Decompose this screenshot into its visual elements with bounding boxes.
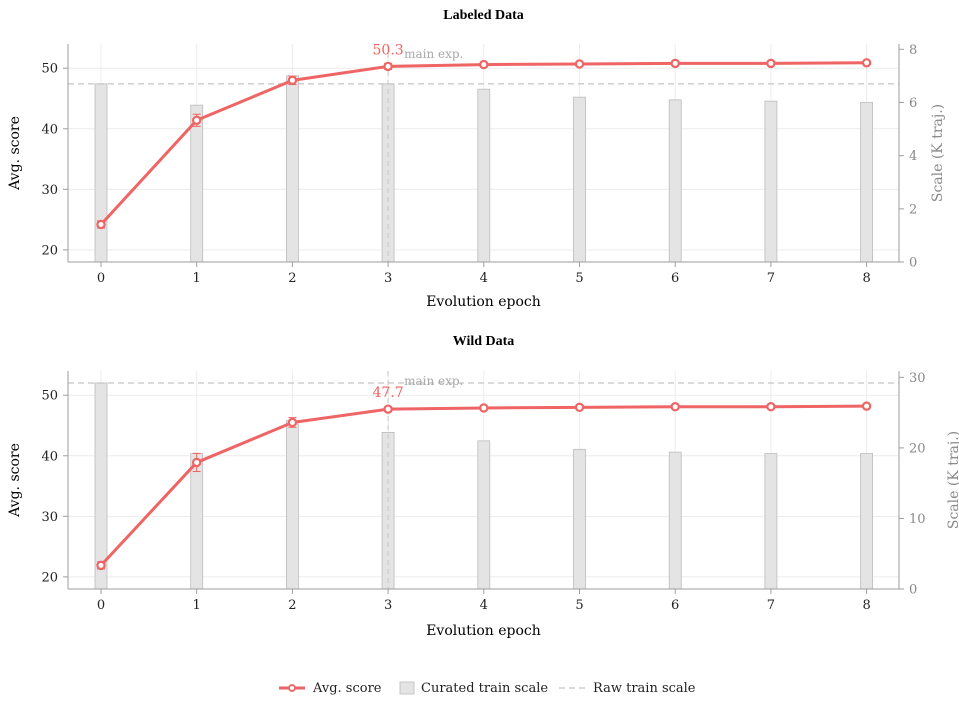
y-right-tick-label: 10 bbox=[909, 512, 926, 527]
legend: Avg. score Curated train scale Raw train s… bbox=[279, 681, 696, 696]
bar-curated-train-scale bbox=[285, 75, 299, 263]
bar-curated-train-scale bbox=[190, 453, 204, 590]
y-tick-label: 40 bbox=[41, 449, 58, 464]
bar-curated-train-scale bbox=[860, 102, 873, 263]
x-tick-label: 6 bbox=[671, 271, 679, 286]
x-axis-label: Evolution epoch bbox=[426, 294, 541, 310]
avg-score-point bbox=[861, 401, 872, 411]
bar-curated-train-scale bbox=[764, 100, 778, 263]
avg-score-point bbox=[574, 59, 585, 69]
x-tick-label: 4 bbox=[480, 271, 488, 286]
avg-score-point bbox=[287, 417, 298, 428]
x-tick-label: 8 bbox=[862, 271, 870, 286]
legend-swatch-marker bbox=[288, 684, 296, 692]
y-axis-right-label: Scale (K traj.) bbox=[930, 104, 946, 202]
avg-score-point bbox=[766, 58, 776, 69]
legend-swatch-bar bbox=[399, 681, 415, 695]
legend-label: Curated train scale bbox=[421, 681, 548, 696]
bar-curated-train-scale bbox=[764, 453, 778, 590]
x-tick-label: 0 bbox=[97, 271, 105, 286]
x-tick-label: 6 bbox=[671, 598, 679, 613]
y-tick-label: 40 bbox=[41, 122, 58, 137]
bar-curated-train-scale bbox=[285, 419, 299, 590]
avg-score-point bbox=[574, 402, 585, 413]
avg-score-point bbox=[861, 58, 872, 68]
avg-score-point bbox=[383, 61, 393, 72]
avg-score-point bbox=[383, 404, 393, 414]
x-tick-label: 1 bbox=[193, 598, 201, 613]
bar-curated-train-scale bbox=[573, 96, 586, 263]
x-tick-label: 3 bbox=[384, 271, 392, 286]
avg-score-point bbox=[191, 457, 202, 468]
y-right-tick-label: 6 bbox=[909, 96, 917, 111]
peak-value-label: 50.3 bbox=[373, 42, 404, 58]
x-tick-label: 2 bbox=[288, 271, 296, 286]
bar-curated-train-scale bbox=[573, 448, 586, 590]
main-exp-label: main exp. bbox=[404, 374, 463, 388]
x-tick-label: 3 bbox=[384, 598, 392, 613]
y-axis-label: Avg. score bbox=[7, 116, 23, 191]
bar-curated-train-scale bbox=[94, 382, 108, 590]
bar-curated-train-scale bbox=[860, 453, 873, 590]
y-right-tick-label: 20 bbox=[909, 441, 926, 456]
avg-score-point bbox=[670, 58, 680, 69]
chart-panel-2: Wild Data 20 30 40 50 0 10 20 30 0 1 2 3 4 5 6 7 8 Evoluti… bbox=[7, 334, 959, 639]
x-tick-label: 2 bbox=[288, 598, 296, 613]
avg-score-point bbox=[479, 403, 489, 413]
y-right-tick-label: 8 bbox=[909, 43, 917, 58]
avg-score-point bbox=[287, 75, 298, 86]
y-tick-label: 30 bbox=[41, 183, 58, 198]
legend-label: Raw train scale bbox=[593, 681, 696, 696]
x-tick-label: 0 bbox=[97, 598, 105, 613]
x-tick-label: 7 bbox=[767, 271, 775, 286]
avg-score-point bbox=[96, 219, 106, 230]
avg-score-point bbox=[670, 402, 680, 412]
y-axis-label: Avg. score bbox=[7, 443, 23, 518]
x-tick-label: 5 bbox=[575, 598, 583, 613]
x-tick-label: 8 bbox=[862, 598, 870, 613]
y-tick-label: 50 bbox=[41, 62, 58, 77]
main-exp-label: main exp. bbox=[404, 47, 463, 61]
peak-value-label: 47.7 bbox=[373, 385, 404, 401]
y-tick-label: 50 bbox=[41, 389, 58, 404]
bar-curated-train-scale bbox=[190, 104, 204, 263]
bar-curated-train-scale bbox=[668, 99, 682, 263]
x-tick-label: 5 bbox=[575, 271, 583, 286]
avg-score-point bbox=[479, 59, 489, 70]
x-axis-label: Evolution epoch bbox=[426, 623, 541, 639]
bar-curated-train-scale bbox=[94, 83, 108, 263]
y-tick-label: 30 bbox=[41, 510, 58, 525]
y-right-tick-label: 4 bbox=[909, 149, 917, 164]
y-tick-label: 20 bbox=[41, 570, 58, 585]
chart-panel-1: Labeled Data 20 30 40 50 0 2 4 6 8 0 1 2 3 4 5 6 7 8 Evolut… bbox=[7, 8, 946, 310]
bar-curated-train-scale bbox=[477, 440, 491, 590]
x-tick-label: 1 bbox=[193, 271, 201, 286]
y-right-tick-label: 2 bbox=[909, 202, 917, 217]
avg-score-point bbox=[191, 115, 202, 126]
y-right-tick-label: 30 bbox=[909, 371, 926, 386]
x-tick-label: 4 bbox=[480, 598, 488, 613]
y-axis-right-label: Scale (K traj.) bbox=[946, 431, 959, 529]
avg-score-point bbox=[766, 402, 776, 412]
chart-title: Labeled Data bbox=[443, 8, 524, 23]
y-right-tick-label: 0 bbox=[909, 583, 917, 598]
x-tick-label: 7 bbox=[767, 598, 775, 613]
y-tick-label: 20 bbox=[41, 243, 58, 258]
chart-title: Wild Data bbox=[453, 334, 515, 349]
y-right-tick-label: 0 bbox=[909, 256, 917, 271]
avg-score-point bbox=[96, 560, 106, 571]
legend-label: Avg. score bbox=[312, 681, 382, 696]
bar-curated-train-scale bbox=[477, 88, 491, 263]
bar-curated-train-scale bbox=[668, 451, 682, 590]
